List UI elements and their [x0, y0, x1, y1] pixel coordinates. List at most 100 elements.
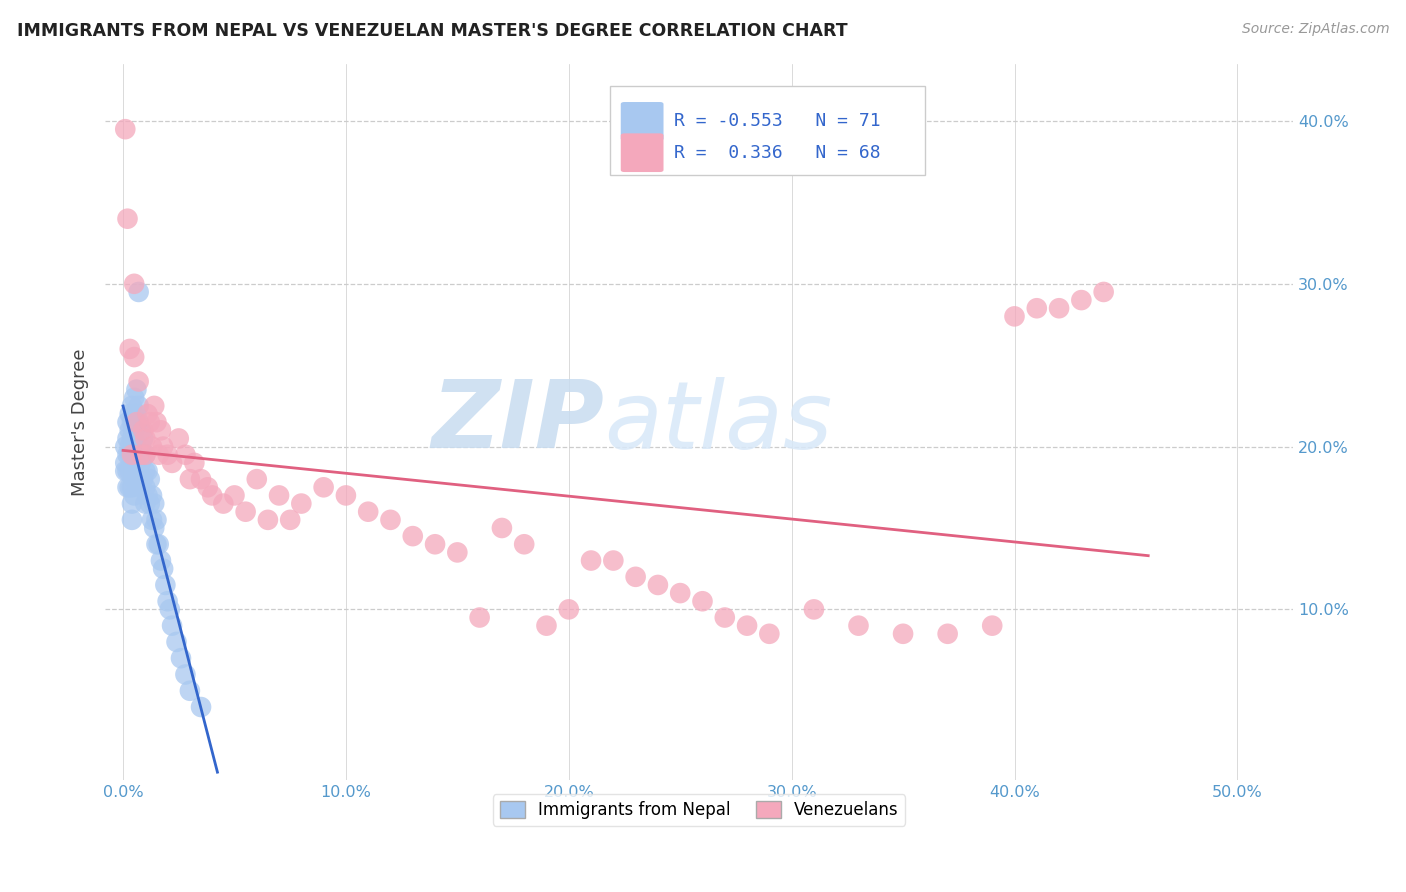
Point [713, 610, 735, 624]
Point [125, 383, 148, 397]
Point [735, 618, 758, 632]
Point [201, 488, 224, 502]
Point [132, 432, 155, 446]
Point [118, 440, 141, 454]
Point [134, 497, 156, 511]
Point [117, 448, 139, 462]
Y-axis label: Master's Degree: Master's Degree [72, 349, 89, 496]
Point [159, 602, 181, 616]
Point [122, 488, 145, 502]
Point [312, 480, 335, 494]
Point [118, 464, 141, 478]
Point [128, 399, 150, 413]
Point [167, 432, 190, 446]
Point [121, 513, 143, 527]
Legend: Immigrants from Nepal, Venezuelans: Immigrants from Nepal, Venezuelans [494, 794, 905, 826]
Point [380, 513, 402, 527]
Point [602, 553, 624, 567]
Point [468, 610, 491, 624]
Point [278, 513, 301, 527]
Point [132, 472, 155, 486]
Point [145, 537, 167, 551]
Point [235, 505, 257, 519]
Point [446, 545, 468, 559]
Point [692, 594, 714, 608]
Point [122, 350, 145, 364]
Point [156, 448, 179, 462]
Point [335, 488, 357, 502]
Point [148, 448, 170, 462]
Point [117, 415, 139, 429]
Point [136, 488, 159, 502]
Point [624, 570, 647, 584]
Text: IMMIGRANTS FROM NEPAL VS VENEZUELAN MASTER'S DEGREE CORRELATION CHART: IMMIGRANTS FROM NEPAL VS VENEZUELAN MAST… [17, 22, 848, 40]
Point [141, 440, 163, 454]
Point [290, 497, 312, 511]
Point [155, 578, 177, 592]
Point [143, 497, 166, 511]
Point [179, 472, 201, 486]
Point [190, 700, 212, 714]
Point [803, 602, 825, 616]
Point [1025, 301, 1047, 316]
Point [160, 618, 183, 632]
Point [139, 472, 162, 486]
Point [114, 456, 136, 470]
Point [129, 440, 152, 454]
Point [125, 456, 148, 470]
Text: Source: ZipAtlas.com: Source: ZipAtlas.com [1241, 22, 1389, 37]
Point [513, 537, 536, 551]
Point [156, 594, 179, 608]
Point [848, 618, 870, 632]
Point [134, 480, 156, 494]
Point [143, 399, 166, 413]
Point [134, 448, 156, 462]
Point [139, 415, 162, 429]
Point [1070, 293, 1092, 307]
Point [758, 627, 780, 641]
Text: R =  0.336   N = 68: R = 0.336 N = 68 [675, 144, 880, 161]
Point [246, 472, 269, 486]
Point [423, 537, 446, 551]
Text: ZIP: ZIP [432, 376, 605, 468]
FancyBboxPatch shape [610, 86, 925, 175]
Point [357, 505, 380, 519]
Point [132, 448, 155, 462]
Point [152, 562, 174, 576]
Point [136, 407, 159, 421]
FancyBboxPatch shape [620, 102, 664, 141]
Point [257, 513, 280, 527]
Point [647, 578, 669, 592]
Point [122, 440, 145, 454]
Point [160, 456, 183, 470]
Point [224, 488, 246, 502]
Point [118, 423, 141, 437]
Text: atlas: atlas [605, 376, 832, 467]
Point [143, 521, 166, 535]
Point [174, 667, 197, 681]
Point [170, 651, 193, 665]
Point [139, 497, 162, 511]
Point [114, 440, 136, 454]
Point [125, 407, 148, 421]
Point [121, 464, 143, 478]
Point [118, 342, 141, 356]
Point [128, 375, 150, 389]
Point [129, 456, 152, 470]
Point [117, 211, 139, 226]
Point [891, 627, 914, 641]
Point [125, 440, 148, 454]
Point [267, 488, 290, 502]
Point [149, 553, 172, 567]
Point [122, 456, 145, 470]
Point [121, 448, 143, 462]
Point [579, 553, 602, 567]
Point [134, 432, 156, 446]
Point [129, 480, 152, 494]
Point [149, 423, 172, 437]
Point [148, 537, 170, 551]
Point [114, 122, 136, 136]
Point [134, 448, 156, 462]
Point [212, 497, 235, 511]
Point [128, 285, 150, 299]
